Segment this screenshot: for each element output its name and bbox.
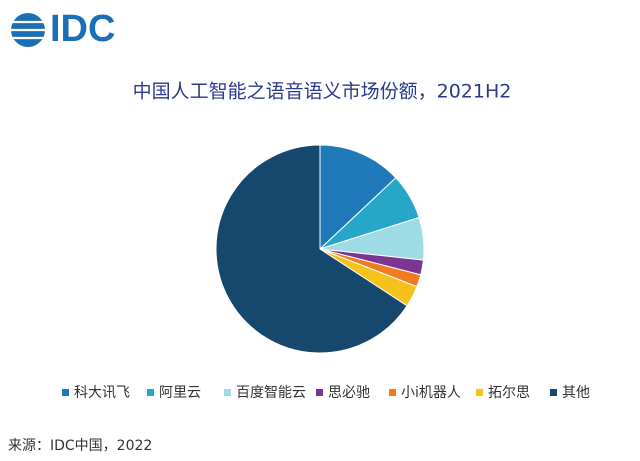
legend-swatch xyxy=(389,389,396,396)
legend-swatch xyxy=(62,389,69,396)
chart-title: 中国人工智能之语音语义市场份额，2021H2 xyxy=(133,81,512,103)
legend-label: 小i机器人 xyxy=(401,385,461,401)
source: 来源：IDC中国，2022 xyxy=(8,438,152,454)
pie xyxy=(215,144,425,354)
legend-label: 拓尔思 xyxy=(488,385,530,401)
legend-swatch xyxy=(147,389,154,396)
legend-label: 阿里云 xyxy=(159,385,201,401)
legend-swatch xyxy=(316,389,323,396)
legend-label: 科大讯飞 xyxy=(74,385,130,401)
legend-label: 其他 xyxy=(562,385,590,401)
logo-text: IDC xyxy=(50,8,115,50)
logo: IDC xyxy=(10,8,115,50)
legend-label: 百度智能云 xyxy=(236,385,306,401)
legend-swatch xyxy=(224,389,231,396)
legend-label: 思必驰 xyxy=(328,385,370,401)
legend-swatch xyxy=(550,389,557,396)
legend: 科大讯飞 阿里云 百度智能云 思必驰 小i机器人 拓尔思 其他 xyxy=(62,385,590,401)
logo-globe-lines xyxy=(10,20,46,40)
pie-slice xyxy=(319,144,397,251)
pie-slice xyxy=(215,144,408,354)
legend-swatch xyxy=(476,389,483,396)
